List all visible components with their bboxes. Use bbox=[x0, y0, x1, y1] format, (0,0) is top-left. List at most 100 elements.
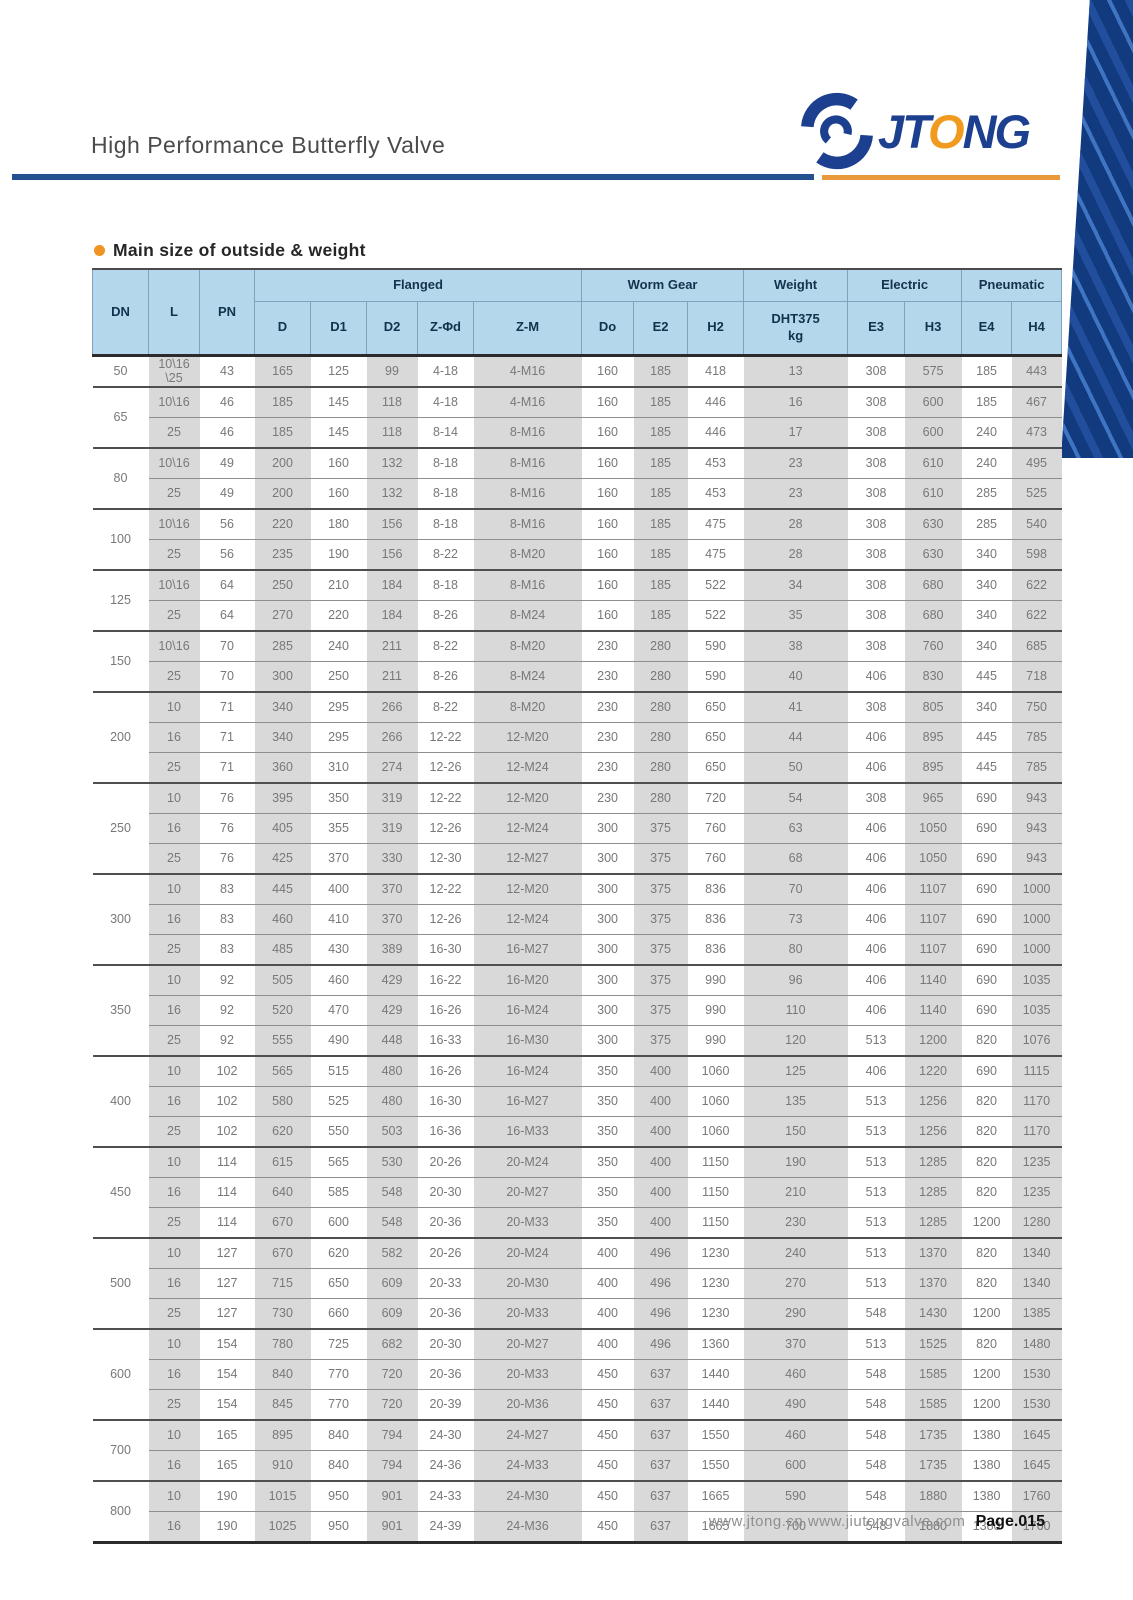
value-cell: 185 bbox=[633, 599, 688, 631]
value-cell: 1256 bbox=[904, 1085, 962, 1116]
bullet-icon bbox=[94, 245, 105, 256]
value-cell: 895 bbox=[904, 751, 962, 783]
value-cell: 8-M24 bbox=[473, 599, 582, 631]
value-cell: 12-M27 bbox=[473, 842, 582, 874]
value-cell: 16-30 bbox=[417, 933, 474, 965]
value-cell: 25 bbox=[148, 1206, 200, 1238]
value-cell: 990 bbox=[687, 963, 744, 995]
page-title: High Performance Butterfly Valve bbox=[91, 132, 446, 158]
value-cell: 375 bbox=[633, 903, 688, 934]
value-cell: 503 bbox=[366, 1115, 418, 1147]
value-cell: 548 bbox=[847, 1388, 905, 1420]
value-cell: 319 bbox=[366, 812, 418, 843]
value-cell: 64 bbox=[199, 568, 255, 600]
table-row: 25 64 270 220 184 8-26 8-M24 160 185 522 35 308 680 3… bbox=[93, 599, 1062, 631]
value-cell: 230 bbox=[581, 660, 634, 692]
value-cell: 1200 bbox=[961, 1297, 1012, 1329]
column-group-header: L bbox=[148, 268, 200, 357]
value-cell: 830 bbox=[904, 660, 962, 692]
value-cell: 690 bbox=[961, 1054, 1012, 1086]
table-row: 25 102 620 550 503 16-36 16-M33 350 400 1060 150 51… bbox=[93, 1115, 1062, 1147]
value-cell: 1140 bbox=[904, 994, 962, 1025]
value-cell: 13 bbox=[743, 354, 848, 387]
value-cell: 622 bbox=[1011, 599, 1062, 631]
value-cell: 10\16 bbox=[148, 385, 200, 417]
value-cell: 240 bbox=[961, 416, 1012, 448]
value-cell: 10 bbox=[148, 1145, 200, 1177]
value-cell: 300 bbox=[581, 933, 634, 965]
value-cell: 375 bbox=[633, 963, 688, 995]
value-cell: 240 bbox=[743, 1236, 848, 1268]
table-row: 25 46 185 145 118 8-14 8-M16 160 185 446 17 308 600 2… bbox=[93, 416, 1062, 448]
dn-cell: 400 bbox=[92, 1054, 149, 1147]
value-cell: 1380 bbox=[961, 1510, 1012, 1542]
value-cell: 185 bbox=[633, 538, 688, 570]
section-heading: Main size of outside & weight bbox=[94, 240, 366, 261]
value-cell: 530 bbox=[366, 1145, 418, 1177]
table-row: 16 190 1025 950 901 24-39 24-M36 450 637 1665 700 5… bbox=[93, 1510, 1062, 1542]
value-cell: 690 bbox=[961, 963, 1012, 995]
value-cell: 285 bbox=[961, 507, 1012, 539]
value-cell: 12-22 bbox=[417, 721, 474, 752]
value-cell: 406 bbox=[847, 872, 905, 904]
value-cell: 54 bbox=[743, 781, 848, 813]
value-cell: 250 bbox=[254, 568, 311, 600]
value-cell: 445 bbox=[961, 660, 1012, 692]
value-cell: 12-M20 bbox=[473, 781, 582, 813]
value-cell: 127 bbox=[199, 1267, 255, 1298]
value-cell: 1430 bbox=[904, 1297, 962, 1329]
table-row: 16 92 520 470 429 16-26 16-M24 300 375 990 110 406 1… bbox=[93, 994, 1062, 1025]
value-cell: 24-33 bbox=[417, 1479, 474, 1511]
value-cell: 24-M27 bbox=[473, 1418, 582, 1450]
dn-cell: 600 bbox=[92, 1327, 149, 1420]
value-cell: 690 bbox=[961, 994, 1012, 1025]
value-cell: 38 bbox=[743, 629, 848, 661]
value-cell: 785 bbox=[1011, 751, 1062, 783]
value-cell: 350 bbox=[581, 1054, 634, 1086]
value-cell: 16-M30 bbox=[473, 1024, 582, 1056]
value-cell: 80 bbox=[743, 933, 848, 965]
value-cell: 16 bbox=[148, 812, 200, 843]
value-cell: 794 bbox=[366, 1449, 418, 1481]
value-cell: 25 bbox=[148, 477, 200, 509]
value-cell: 220 bbox=[310, 599, 367, 631]
value-cell: 8-22 bbox=[417, 629, 474, 661]
value-cell: 370 bbox=[310, 842, 367, 874]
value-cell: 513 bbox=[847, 1024, 905, 1056]
value-cell: 200 bbox=[254, 477, 311, 509]
value-cell: 405 bbox=[254, 812, 311, 843]
value-cell: 308 bbox=[847, 568, 905, 600]
value-cell: 1530 bbox=[1011, 1388, 1062, 1420]
value-cell: 160 bbox=[581, 354, 634, 387]
value-cell: 1285 bbox=[904, 1145, 962, 1177]
value-cell: 400 bbox=[633, 1054, 688, 1086]
value-cell: 400 bbox=[581, 1236, 634, 1268]
value-cell: 120 bbox=[743, 1024, 848, 1056]
value-cell: 520 bbox=[254, 994, 311, 1025]
value-cell: 1340 bbox=[1011, 1267, 1062, 1298]
value-cell: 505 bbox=[254, 963, 311, 995]
value-cell: 12-26 bbox=[417, 812, 474, 843]
dn-cell: 200 bbox=[92, 690, 149, 783]
value-cell: 845 bbox=[254, 1388, 311, 1420]
value-cell: 522 bbox=[687, 568, 744, 600]
table-row: 25 70 300 250 211 8-26 8-M24 230 280 590 40 406 830 4… bbox=[93, 660, 1062, 692]
value-cell: 16 bbox=[148, 1267, 200, 1298]
value-cell: 25 bbox=[148, 1388, 200, 1420]
value-cell: 10 bbox=[148, 872, 200, 904]
value-cell: 340 bbox=[254, 690, 311, 722]
value-cell: 473 bbox=[1011, 416, 1062, 448]
value-cell: 682 bbox=[366, 1327, 418, 1359]
value-cell: 720 bbox=[366, 1388, 418, 1420]
value-cell: 35 bbox=[743, 599, 848, 631]
column-group-header: PN bbox=[199, 268, 255, 357]
value-cell: 8-M16 bbox=[473, 446, 582, 478]
value-cell: 445 bbox=[961, 721, 1012, 752]
value-cell: 92 bbox=[199, 994, 255, 1025]
value-cell: 25 bbox=[148, 1115, 200, 1147]
value-cell: 418 bbox=[687, 354, 744, 387]
value-cell: 1760 bbox=[1011, 1479, 1062, 1511]
value-cell: 943 bbox=[1011, 842, 1062, 874]
table-row: 800 10 190 1015 950 901 24-33 24-M30 450 637 1665 5… bbox=[92, 1479, 1062, 1542]
value-cell: 16-26 bbox=[417, 1054, 474, 1086]
